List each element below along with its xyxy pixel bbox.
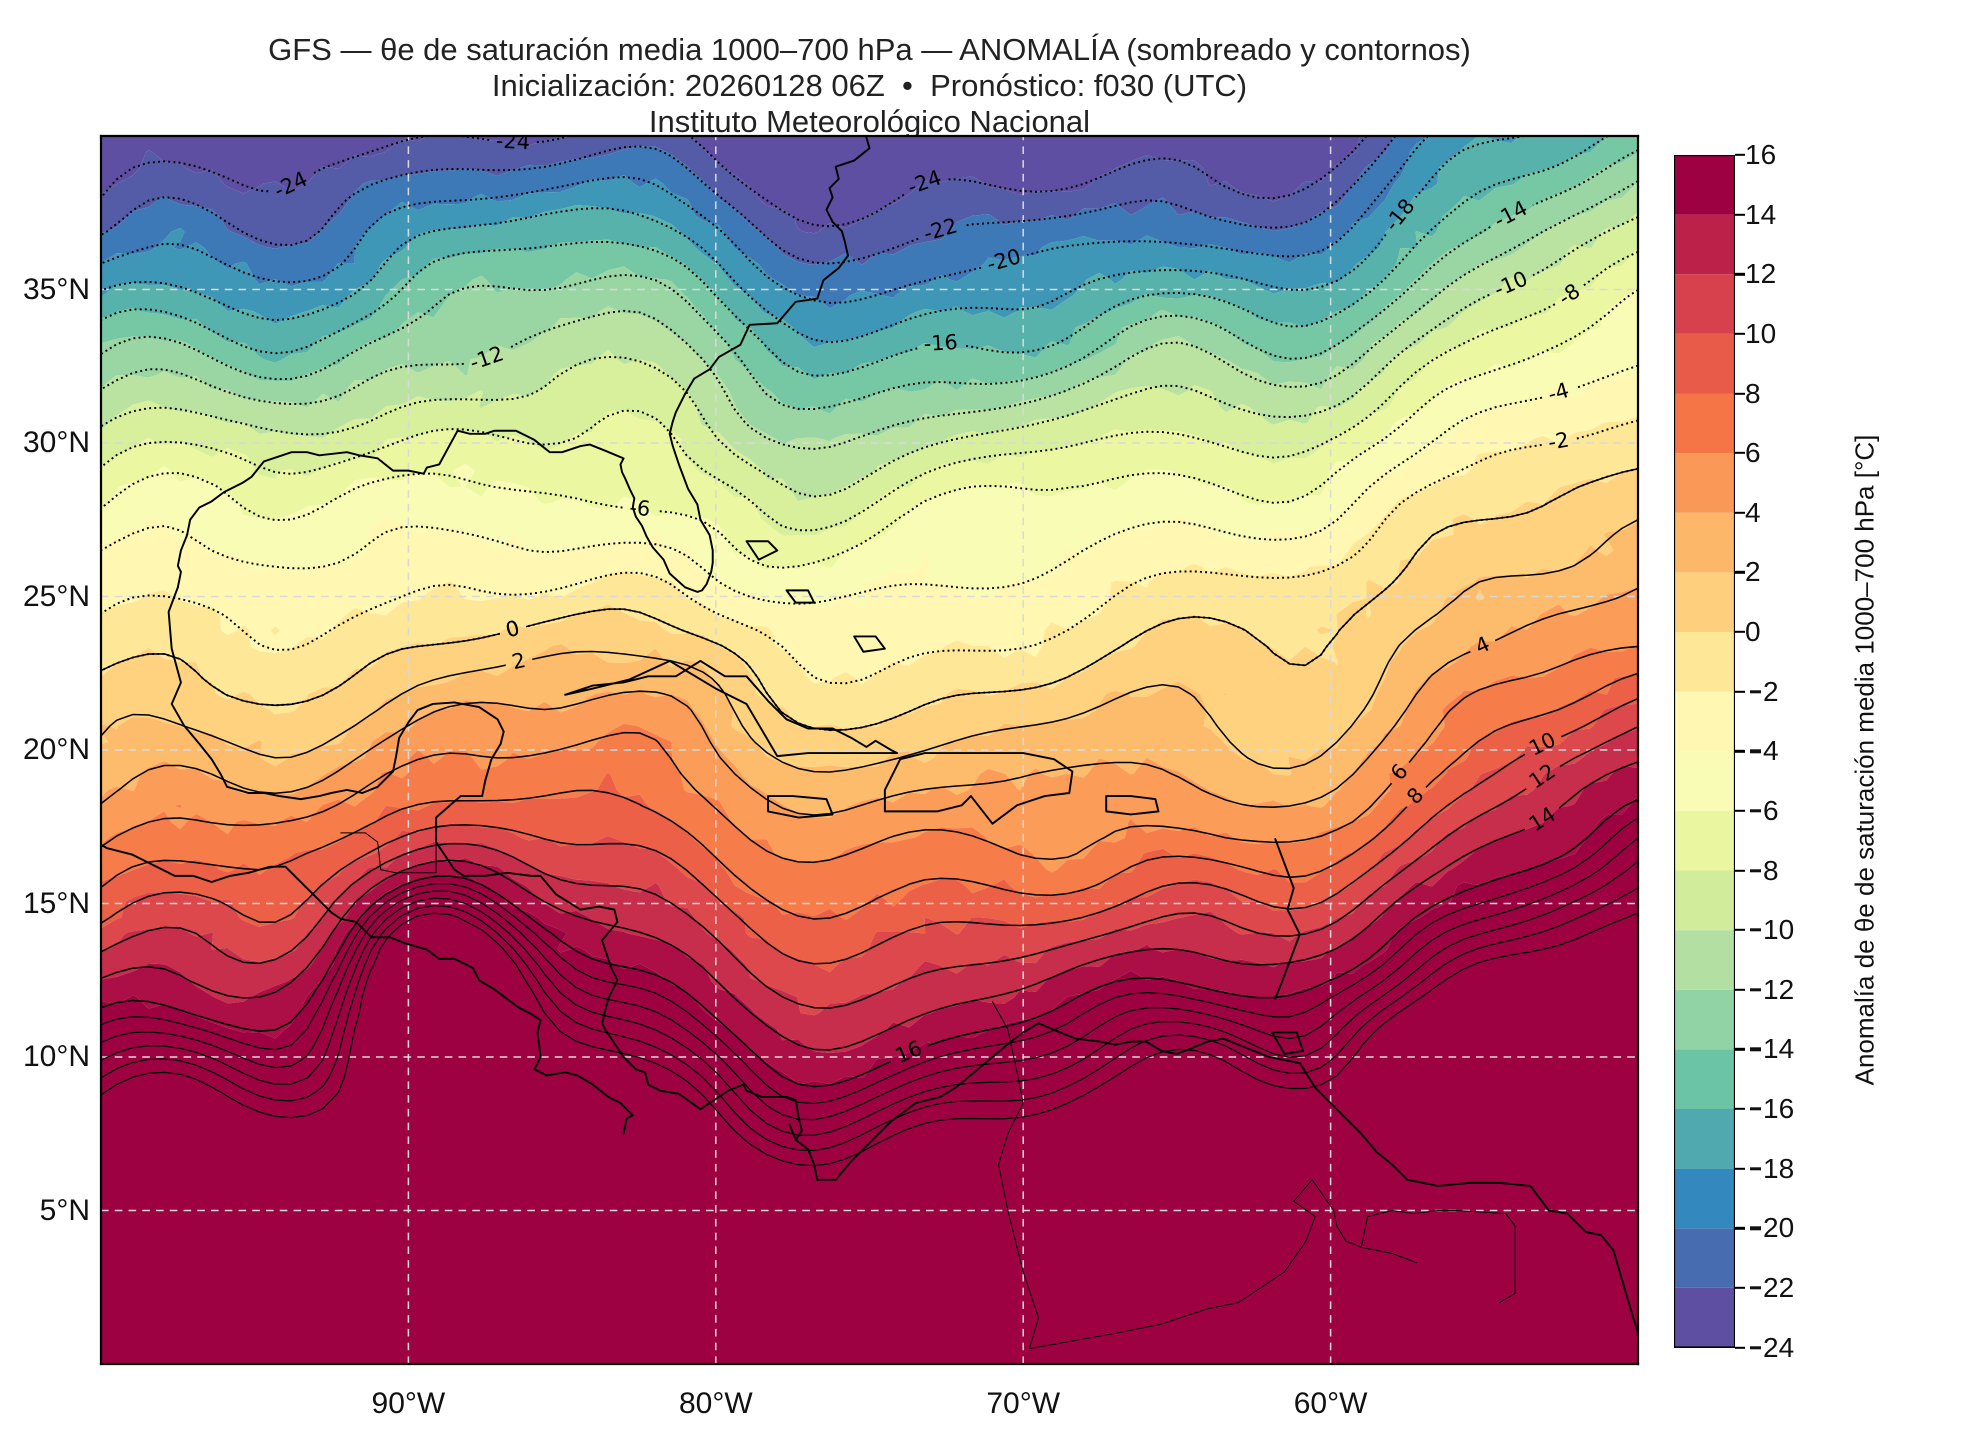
svg-text:-6: -6 [628, 495, 651, 521]
svg-text:-16: -16 [923, 330, 958, 356]
svg-text:-2: -2 [1546, 427, 1571, 454]
svg-text:-24: -24 [495, 129, 530, 155]
